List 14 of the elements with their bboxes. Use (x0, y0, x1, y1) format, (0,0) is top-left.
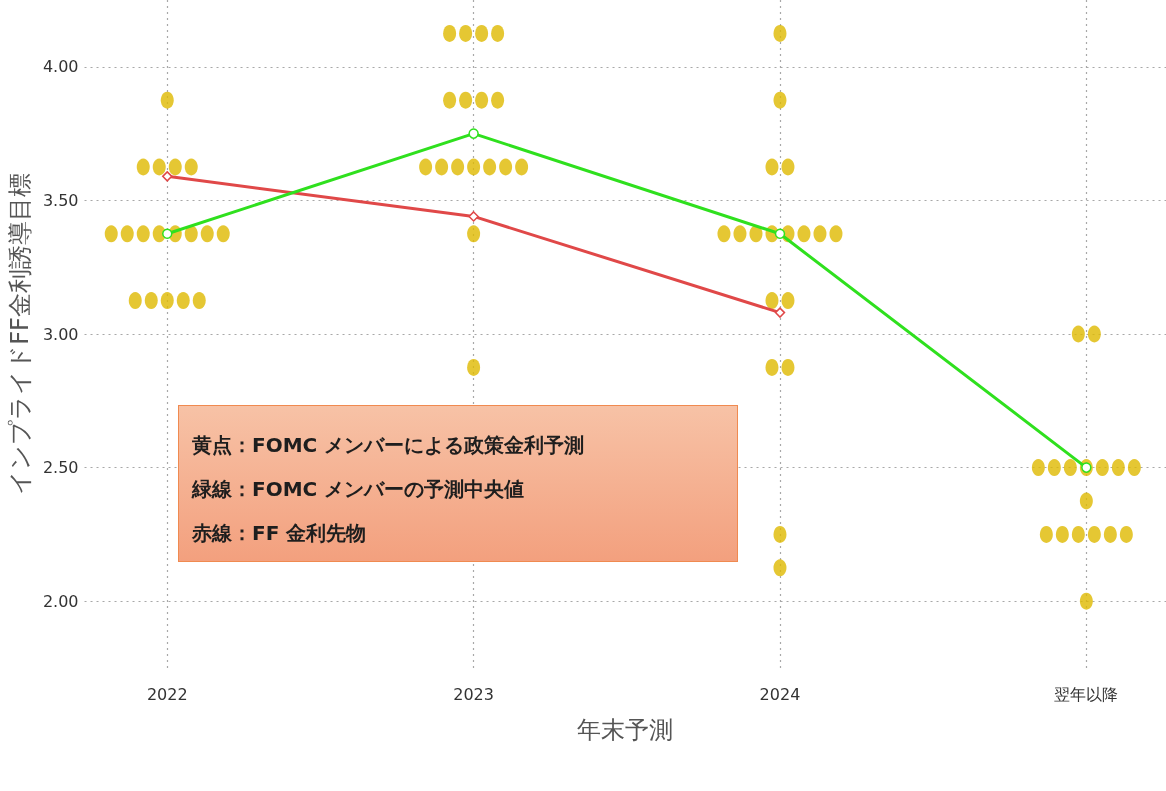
y-axis-title: インプライドFF金利誘導目標 (6, 173, 34, 495)
x-tick-label: 2022 (146, 684, 188, 704)
annotation: 黄点：FOMC メンバーによる政策金利予測 (192, 432, 586, 459)
y-tick-label: 3.50 (42, 190, 79, 210)
y-tick-label: 2.00 (42, 591, 79, 611)
x-axis-title: 年末予測 (577, 716, 674, 744)
y-tick-label: 4.00 (42, 57, 79, 77)
x-tick-label: 2023 (453, 684, 494, 704)
annotation: 緑線：FOMC メンバーの予測中央値 (192, 476, 526, 503)
y-tick-label: 3.00 (42, 324, 79, 344)
x-tick-label: 翌年以降 (1054, 684, 1119, 704)
annotation: 赤線：FF 金利先物 (192, 520, 368, 547)
x-tick-label: 2024 (759, 684, 801, 704)
y-tick-label: 2.50 (42, 458, 79, 478)
